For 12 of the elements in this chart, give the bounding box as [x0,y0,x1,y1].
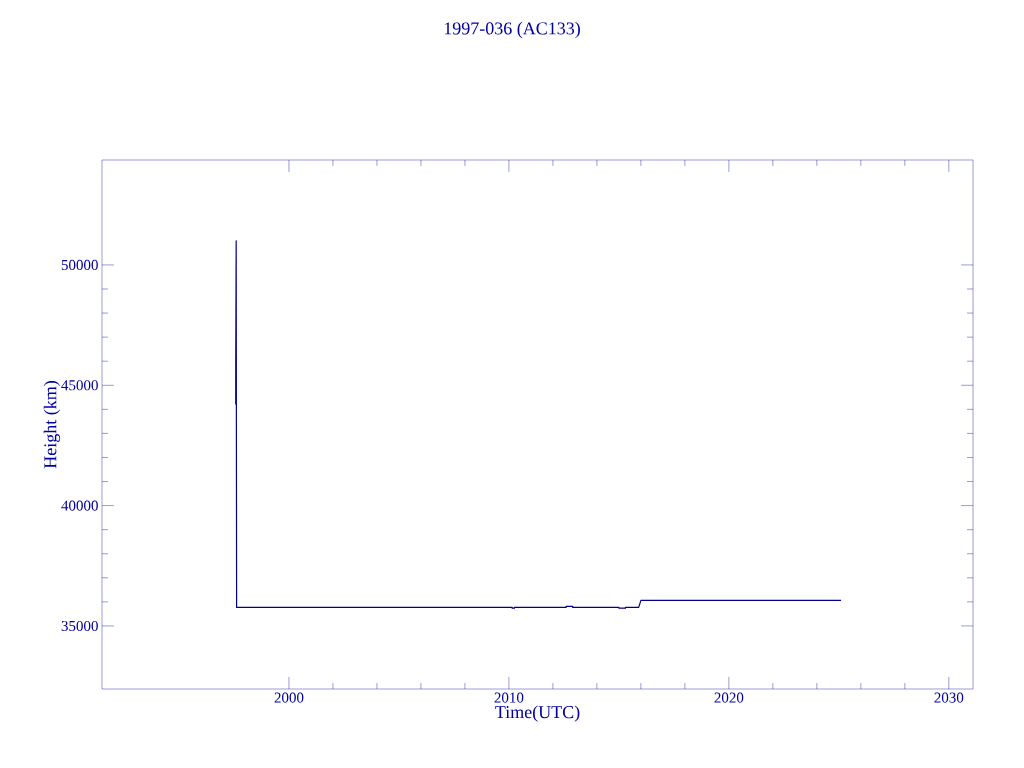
y-tick-label: 45000 [61,380,98,391]
y-tick-label: 35000 [61,620,98,631]
x-axis-title: Time(UTC) [495,705,580,722]
x-tick-label: 2010 [494,692,524,703]
chart-title: 1997-036 (AC133) [444,21,580,39]
x-tick-label: 2030 [934,692,964,703]
y-tick-label: 50000 [61,259,98,270]
y-tick-label: 40000 [61,500,98,511]
line-series [235,240,842,609]
x-tick-label: 2020 [714,692,744,703]
y-axis-title: Height (km) [43,381,61,469]
x-tick-label: 2000 [274,692,304,703]
